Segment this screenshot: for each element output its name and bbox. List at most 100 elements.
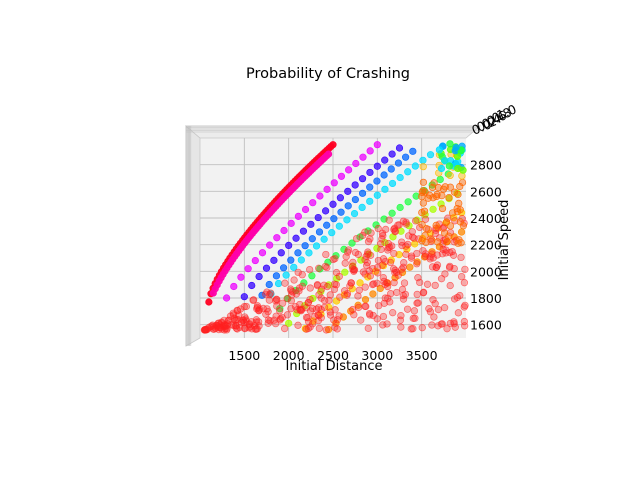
scatter-point — [278, 299, 287, 307]
scatter-point — [326, 291, 334, 299]
scatter-point — [337, 208, 345, 216]
scatter-point — [411, 162, 419, 170]
scatter-point — [429, 296, 437, 304]
scatter-point — [351, 195, 359, 204]
scatter-point — [434, 305, 443, 314]
scatter-point — [304, 298, 312, 307]
scatter-point — [394, 221, 402, 229]
scatter-point — [365, 267, 373, 275]
x-tick-label: 3500 — [406, 348, 438, 363]
scatter-point — [362, 302, 370, 311]
scatter-point — [396, 203, 404, 212]
scatter-point — [361, 228, 369, 236]
scatter-point — [325, 296, 333, 305]
scatter-point — [346, 282, 354, 290]
scatter-point — [253, 325, 261, 333]
scatter-point — [410, 307, 419, 315]
scatter-point — [323, 185, 331, 193]
scatter-point — [322, 326, 330, 334]
scatter-point — [285, 241, 293, 250]
scatter-point — [364, 237, 373, 246]
scatter-point — [350, 266, 358, 274]
scatter-point — [274, 279, 283, 288]
scatter-point — [433, 251, 441, 259]
scatter-point — [280, 264, 288, 272]
scatter-point — [374, 269, 382, 277]
scatter-point — [445, 162, 453, 170]
scatter-point — [345, 166, 353, 174]
scatter-point — [414, 274, 422, 282]
scatter-point — [317, 285, 326, 293]
y-tick-label: 1600 — [470, 318, 502, 333]
scatter-point — [376, 284, 384, 293]
scatter-point — [381, 185, 389, 193]
scatter-point — [419, 178, 427, 186]
scatter-point — [430, 179, 438, 187]
scatter-point — [294, 321, 302, 329]
scatter-point — [306, 284, 314, 292]
scatter-point — [247, 318, 256, 326]
scatter-point — [350, 209, 359, 218]
chart-points — [200, 140, 469, 334]
scatter-point — [375, 301, 383, 310]
scatter-point — [366, 183, 374, 191]
scatter-point — [237, 273, 245, 281]
scatter-point — [349, 258, 357, 266]
scatter-point — [342, 253, 350, 261]
scatter-point — [440, 304, 449, 312]
scatter-point — [288, 291, 296, 299]
scatter-point — [255, 272, 263, 281]
y-tick-label: 2200 — [470, 238, 502, 253]
scatter-point — [455, 236, 463, 244]
x-tick-label: 2000 — [273, 348, 305, 363]
scatter-point — [388, 209, 396, 217]
scatter-point — [344, 202, 352, 210]
scatter-point — [330, 215, 338, 223]
scatter-point — [441, 157, 449, 165]
scatter-point — [404, 168, 412, 176]
scatter-point — [361, 283, 369, 291]
scatter-point — [329, 255, 337, 264]
scatter-point — [287, 219, 295, 227]
scatter-point — [297, 256, 305, 264]
scatter-point — [354, 301, 362, 309]
scatter-point — [389, 309, 397, 317]
scatter-point — [273, 295, 281, 304]
scatter-point — [280, 324, 289, 333]
scatter-point — [301, 242, 309, 250]
scatter-point — [426, 253, 434, 261]
scatter-point — [335, 222, 343, 230]
scatter-point — [456, 218, 464, 226]
scatter-point — [407, 325, 415, 333]
scatter-point — [294, 249, 302, 257]
scatter-point — [435, 234, 444, 242]
scatter-point — [339, 313, 347, 321]
scatter-point — [351, 248, 360, 257]
scatter-point — [452, 143, 460, 152]
scatter-point — [378, 229, 387, 238]
scatter-point — [374, 256, 383, 265]
scatter-point — [457, 228, 466, 236]
scatter-point — [296, 306, 304, 314]
y-axis-label: Initial Speed — [497, 200, 512, 281]
y-tick-label: 2600 — [470, 184, 502, 199]
scatter-point — [239, 316, 247, 325]
scatter-point — [333, 325, 341, 333]
scatter-point — [423, 280, 432, 288]
scatter-point — [329, 141, 337, 149]
scatter-point — [333, 316, 342, 324]
z-tick-label: 0.6 — [485, 107, 509, 128]
scatter-point — [418, 324, 426, 332]
scatter-point — [409, 147, 417, 155]
scatter-point — [413, 249, 421, 258]
x-axis-label: Initial Distance — [286, 359, 383, 374]
scatter-point — [419, 288, 428, 296]
scatter-point — [315, 228, 324, 236]
scatter-point — [446, 183, 454, 191]
scatter-point — [302, 313, 311, 322]
scatter-point — [406, 263, 414, 271]
scatter-point — [309, 199, 317, 207]
scatter-point — [272, 272, 281, 280]
scatter-point — [330, 179, 338, 187]
